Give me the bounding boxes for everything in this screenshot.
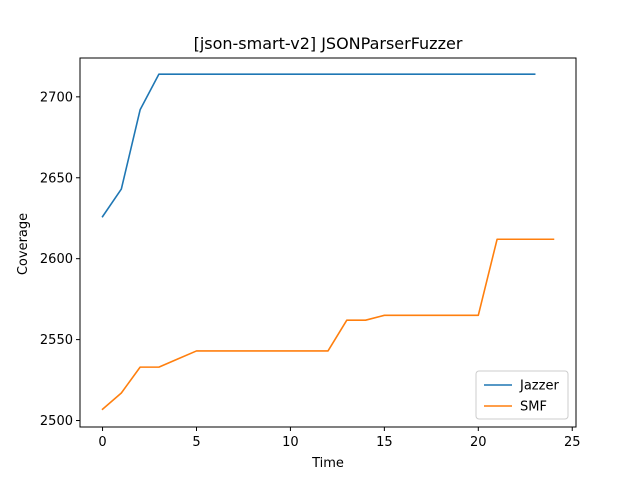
y-tick-label: 2700 <box>40 90 73 105</box>
x-tick-label: 10 <box>282 435 299 450</box>
y-tick-label: 2500 <box>40 414 73 429</box>
y-tick-label: 2650 <box>40 171 73 186</box>
legend-box <box>475 370 569 420</box>
x-tick-label: 5 <box>192 435 200 450</box>
x-tick-label: 15 <box>376 435 393 450</box>
x-tick-label: 0 <box>98 435 106 450</box>
chart-title: [json-smart-v2] JSONParserFuzzer <box>194 34 463 53</box>
y-axis-title: Coverage <box>16 213 31 275</box>
legend-label-jazzer: Jazzer <box>519 379 559 394</box>
series-line-jazzer <box>101 73 536 218</box>
axes: 0 5 10 15 20 25 2500 2550 2600 2650 2700 <box>40 57 581 450</box>
x-tick-label: 25 <box>564 435 581 450</box>
y-tick-label: 2550 <box>40 333 73 348</box>
y-tick-label: 2600 <box>40 252 73 267</box>
plot-frame <box>79 57 577 428</box>
x-tick-label: 20 <box>470 435 487 450</box>
legend-label-smf: SMF <box>520 400 547 415</box>
series-lines <box>101 73 555 411</box>
legend: Jazzer SMF <box>475 370 569 420</box>
series-line-smf <box>101 238 555 411</box>
x-axis-title: Time <box>311 456 344 471</box>
